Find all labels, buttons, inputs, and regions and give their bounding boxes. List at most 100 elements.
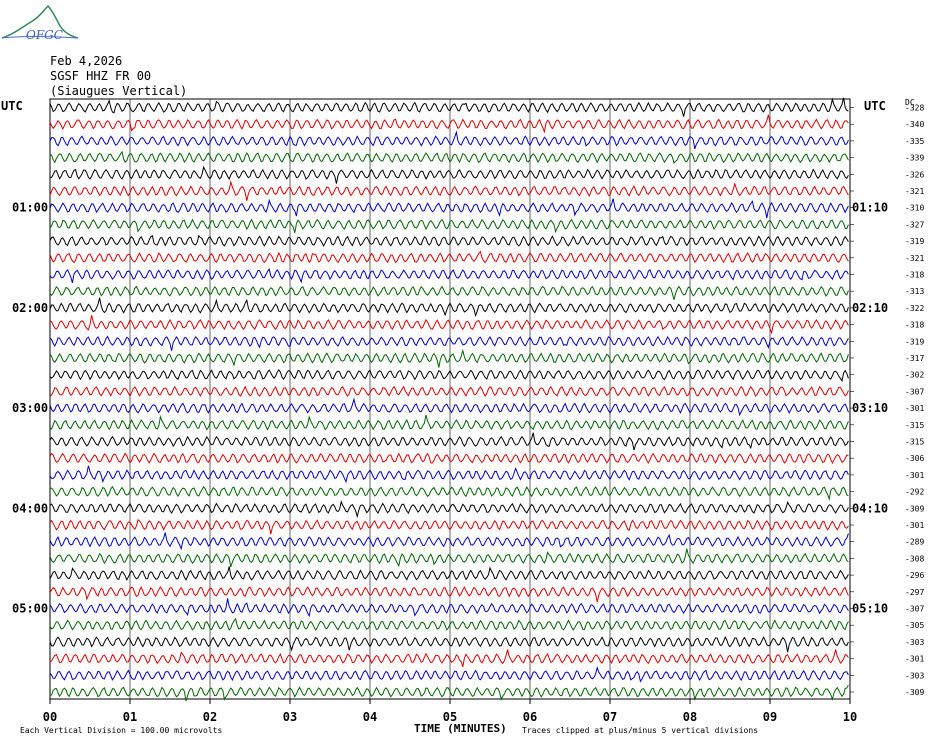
seismic-trace — [49, 485, 849, 501]
seismic-trace — [49, 198, 849, 219]
seismic-trace — [49, 348, 849, 368]
seismic-trace — [49, 315, 849, 335]
seismic-trace — [49, 532, 849, 551]
dc-offset-label: -307 — [905, 605, 924, 614]
seismic-trace — [49, 385, 849, 398]
dc-offset-label: -296 — [905, 571, 924, 580]
seismic-trace — [49, 130, 849, 150]
hour-label-left: 04:00 — [12, 501, 48, 515]
seismic-trace — [49, 586, 849, 603]
dc-offset-label: -292 — [905, 488, 924, 497]
hour-label-right: 01:10 — [852, 201, 888, 215]
utc-label-left: UTC — [1, 99, 23, 113]
dc-offset-label: -301 — [905, 404, 924, 413]
seismic-trace — [49, 665, 849, 683]
x-tick-label: 06 — [523, 710, 537, 724]
seismic-trace — [49, 649, 849, 667]
hour-label-right: 03:10 — [852, 401, 888, 415]
dc-offset-label: -301 — [905, 655, 924, 664]
dc-offset-label: -303 — [905, 638, 924, 647]
header-location: (Siaugues Vertical) — [50, 84, 188, 98]
seismic-trace — [49, 617, 849, 631]
seismic-trace — [49, 548, 849, 568]
seismic-trace — [49, 165, 849, 184]
seismic-trace — [49, 369, 849, 383]
dc-offset-label: -307 — [905, 387, 924, 396]
dc-offset-label: -318 — [905, 321, 924, 330]
x-tick-label: 09 — [763, 710, 777, 724]
dc-offset-label: -319 — [905, 337, 924, 346]
footer-left: Each Vertical Division = 100.00 microvol… — [20, 726, 223, 735]
dc-offset-label: -315 — [905, 421, 924, 430]
dc-offset-label: -303 — [905, 671, 924, 680]
x-tick-label: 00 — [43, 710, 57, 724]
x-tick-label: 03 — [283, 710, 297, 724]
logo-text: OFGC — [26, 28, 63, 42]
dc-offset-label: -289 — [905, 538, 924, 547]
hour-label-left: 05:00 — [12, 602, 48, 616]
seismic-trace — [49, 114, 849, 134]
dc-offset-label: -328 — [905, 104, 924, 113]
seismic-trace — [49, 97, 849, 117]
seismic-trace — [49, 250, 849, 264]
header-station: SGSF HHZ FR 00 — [50, 69, 152, 83]
seismic-trace — [49, 335, 849, 351]
dc-offset-label: -310 — [905, 204, 924, 213]
hour-label-right: 02:10 — [852, 301, 888, 315]
dc-offset-label: -306 — [905, 454, 924, 463]
dc-offset-label: -327 — [905, 220, 924, 229]
seismic-trace — [49, 500, 849, 519]
dc-offset-label: -335 — [905, 137, 924, 146]
x-tick-label: 04 — [363, 710, 377, 724]
dc-offset-label: -313 — [905, 287, 924, 296]
x-tick-label: 02 — [203, 710, 217, 724]
dc-offset-label: -321 — [905, 254, 924, 263]
x-tick-label: 07 — [603, 710, 617, 724]
dc-offset-label: -319 — [905, 237, 924, 246]
dc-offset-label: -308 — [905, 554, 924, 563]
hour-label-right: 04:10 — [852, 501, 888, 515]
seismic-trace — [49, 432, 849, 451]
seismic-trace — [49, 636, 849, 653]
hour-label-left: 03:00 — [12, 401, 48, 415]
seismic-trace — [49, 267, 849, 284]
dc-offset-label: -322 — [905, 304, 924, 313]
dc-offset-label: -321 — [905, 187, 924, 196]
dc-offset-label: -297 — [905, 588, 924, 597]
hour-label-left: 02:00 — [12, 301, 48, 315]
dc-header: DC — [905, 98, 915, 107]
header-date: Feb 4,2026 — [50, 54, 123, 68]
dc-offset-label: -326 — [905, 170, 924, 179]
seismic-trace — [49, 566, 849, 581]
seismic-trace — [49, 598, 849, 618]
seismic-trace — [49, 518, 849, 535]
seismic-trace — [49, 218, 849, 234]
seismic-trace — [49, 452, 849, 465]
seismic-trace — [49, 180, 849, 201]
dc-offset-label: -302 — [905, 371, 924, 380]
seismic-trace — [49, 297, 849, 318]
dc-offset-label: -301 — [905, 521, 924, 530]
dc-offset-label: -318 — [905, 271, 924, 280]
seismic-trace — [49, 465, 849, 484]
dc-offset-label: -339 — [905, 154, 924, 163]
seismic-trace — [49, 685, 849, 702]
x-axis-label: TIME (MINUTES) — [414, 722, 507, 735]
dc-offset-label: -309 — [905, 504, 924, 513]
seismic-trace — [49, 414, 849, 431]
x-tick-label: 08 — [683, 710, 697, 724]
x-tick-label: 05 — [443, 710, 457, 724]
seismic-trace — [49, 285, 849, 300]
seismic-trace — [49, 397, 849, 417]
logo: OFGC — [0, 0, 80, 45]
hour-label-left: 01:00 — [12, 201, 48, 215]
utc-label-right: UTC — [864, 99, 886, 113]
x-tick-label: 10 — [843, 710, 857, 724]
dc-offset-label: -317 — [905, 354, 924, 363]
dc-offset-label: -315 — [905, 438, 924, 447]
dc-offset-label: -340 — [905, 120, 924, 129]
logo-mountain-icon — [1, 4, 79, 39]
seismic-trace — [49, 234, 849, 247]
dc-offset-label: -301 — [905, 471, 924, 480]
